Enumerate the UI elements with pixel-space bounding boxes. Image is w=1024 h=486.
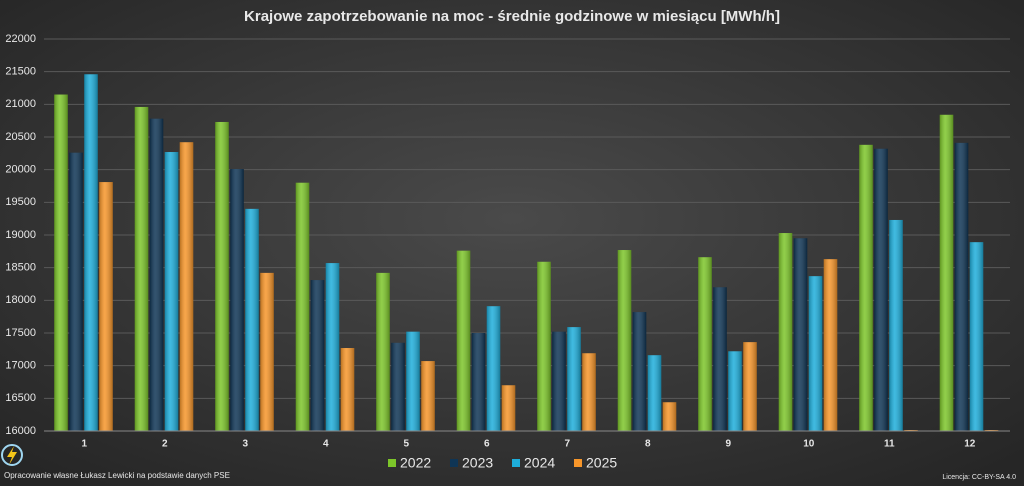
bar-shade bbox=[698, 257, 712, 431]
y-tick-label: 18500 bbox=[5, 262, 36, 274]
legend-swatch bbox=[388, 459, 396, 467]
x-tick-label: 8 bbox=[645, 439, 651, 450]
bar-shade bbox=[295, 182, 310, 431]
legend-label: 2023 bbox=[462, 455, 493, 471]
bar-shade bbox=[230, 169, 244, 431]
bar-shade bbox=[662, 402, 677, 431]
x-tick-label: 4 bbox=[323, 439, 329, 450]
bar-shade bbox=[969, 242, 984, 431]
y-tick-label: 16500 bbox=[5, 392, 36, 404]
legend-swatch bbox=[574, 459, 582, 467]
legend-label: 2025 bbox=[586, 455, 617, 471]
bar-shade bbox=[456, 250, 471, 431]
bar-shade bbox=[54, 94, 68, 432]
bar-shade bbox=[486, 306, 501, 431]
bar-shade bbox=[69, 152, 83, 431]
bar-shade bbox=[84, 74, 98, 431]
bar-shade bbox=[743, 342, 757, 431]
y-tick-label: 17000 bbox=[5, 360, 36, 372]
y-tick-label: 16000 bbox=[5, 425, 36, 437]
bar-shade bbox=[340, 348, 355, 431]
bar-shade bbox=[567, 327, 581, 431]
bar-shade bbox=[149, 118, 164, 431]
bar-shade bbox=[421, 361, 435, 431]
bar-shade bbox=[889, 219, 903, 431]
bar-shade bbox=[376, 272, 390, 431]
y-tick-label: 17500 bbox=[5, 327, 36, 339]
x-tick-label: 7 bbox=[564, 439, 570, 450]
bar-shade bbox=[471, 333, 486, 431]
bar-shade bbox=[134, 106, 149, 432]
bar-shade bbox=[215, 121, 229, 432]
bar-shade bbox=[537, 261, 551, 431]
bar-shade bbox=[391, 342, 405, 431]
y-tick-label: 19500 bbox=[5, 196, 36, 208]
y-tick-label: 21000 bbox=[5, 98, 36, 110]
bar-shade bbox=[874, 148, 888, 431]
bar-shade bbox=[310, 280, 325, 431]
bar-shade bbox=[179, 142, 194, 431]
x-tick-label: 9 bbox=[725, 439, 731, 450]
chart-title: Krajowe zapotrzebowanie na moc - średnie… bbox=[244, 8, 780, 25]
bar-shade bbox=[99, 182, 113, 431]
bar-shade bbox=[260, 272, 274, 431]
legend-label: 2022 bbox=[400, 455, 431, 471]
bar-shade bbox=[954, 142, 969, 431]
y-tick-label: 18000 bbox=[5, 294, 36, 306]
x-tick-label: 2 bbox=[162, 439, 168, 450]
bar-shade bbox=[713, 287, 727, 431]
bar-shade bbox=[793, 238, 808, 431]
x-tick-label: 12 bbox=[964, 439, 976, 450]
source-note: Opracowanie własne Łukasz Lewicki na pod… bbox=[4, 471, 230, 480]
y-tick-label: 19000 bbox=[5, 229, 36, 241]
bar-shade bbox=[632, 312, 647, 431]
legend-swatch bbox=[512, 459, 520, 467]
x-tick-label: 11 bbox=[884, 439, 895, 450]
x-tick-label: 6 bbox=[484, 439, 490, 450]
x-tick-label: 10 bbox=[803, 439, 815, 450]
x-tick-label: 1 bbox=[81, 439, 87, 450]
y-tick-label: 20000 bbox=[5, 164, 36, 176]
bar-shade bbox=[245, 208, 259, 431]
bar-shade bbox=[325, 263, 340, 431]
y-tick-label: 22000 bbox=[5, 33, 36, 45]
y-tick-label: 21500 bbox=[5, 66, 36, 78]
bar-shade bbox=[164, 152, 179, 431]
bar-shade bbox=[582, 353, 596, 431]
bar-shade bbox=[778, 233, 793, 431]
x-tick-label: 5 bbox=[403, 439, 409, 450]
bar-shade bbox=[406, 331, 420, 431]
y-tick-label: 20500 bbox=[5, 131, 36, 143]
x-tick-label: 3 bbox=[242, 439, 248, 450]
bar-shade bbox=[808, 276, 823, 431]
bar-shade bbox=[552, 331, 566, 431]
legend-label: 2024 bbox=[524, 455, 555, 471]
logo bbox=[1, 444, 23, 466]
bar-shade bbox=[859, 144, 873, 431]
bar-shade bbox=[617, 250, 632, 431]
license-note: Licencja: CC-BY-SA 4.0 bbox=[942, 474, 1016, 481]
bar-shade bbox=[823, 259, 838, 431]
bar-shade bbox=[647, 355, 662, 431]
bar-shade bbox=[728, 351, 742, 431]
bar-shade bbox=[501, 385, 516, 431]
bar-shade bbox=[939, 114, 954, 431]
legend-swatch bbox=[450, 459, 458, 467]
